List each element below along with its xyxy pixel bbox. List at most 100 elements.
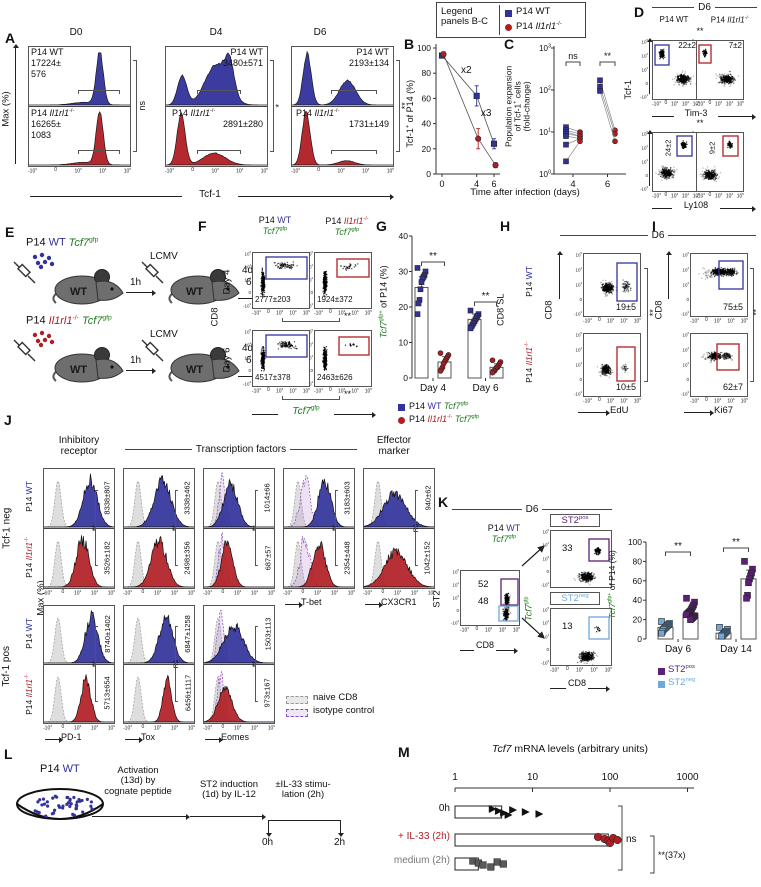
svg-text:6: 6 bbox=[605, 179, 610, 190]
mfi-value: 1014±66 bbox=[263, 482, 273, 513]
gate-value: 2463±626 bbox=[317, 373, 353, 382]
histogram-ko bbox=[292, 110, 393, 166]
row-label: Day 4 bbox=[221, 269, 233, 295]
flow-plot-st2neg bbox=[550, 608, 612, 666]
flow-plot-wt-tim3 bbox=[652, 40, 700, 100]
panel-i-label: I bbox=[652, 218, 656, 234]
legend-entry: ST2neg bbox=[668, 677, 696, 689]
sample-name: P14 Il1rl1-/- bbox=[172, 108, 216, 118]
mouse-icon bbox=[52, 268, 126, 308]
svg-text:100: 100 bbox=[418, 43, 431, 53]
gate-marker bbox=[78, 90, 120, 94]
sample-name: P14 Il1rl1-/- bbox=[296, 108, 340, 118]
step-label: Activation (13d) by cognate peptide bbox=[104, 765, 172, 797]
flow-dots bbox=[322, 258, 370, 297]
sig-bracket bbox=[415, 490, 418, 566]
x-ticks: -103 0 103 104 105 bbox=[28, 167, 131, 175]
x-axis-label: CX3CR1 bbox=[381, 597, 417, 607]
flow-dots bbox=[600, 262, 638, 302]
x-axis-label: Tox bbox=[141, 732, 156, 742]
svg-text:**: ** bbox=[429, 251, 437, 262]
x-ticks: -103 0 103 104 105 bbox=[291, 167, 394, 175]
row-label: 0h bbox=[438, 803, 450, 814]
divider bbox=[292, 106, 393, 107]
mfi-value: 17224± bbox=[31, 58, 61, 68]
sig-bracket bbox=[255, 626, 258, 702]
x-ticks: -103 0 103 104 105 bbox=[583, 317, 641, 325]
significance: ** bbox=[171, 524, 181, 532]
divider bbox=[166, 106, 267, 107]
ko-swatch bbox=[398, 417, 405, 424]
sig-bracket bbox=[175, 490, 178, 566]
x-ticks: -103 0 103 104 105 bbox=[252, 309, 310, 317]
y-axis-label: Tcf-1 bbox=[623, 80, 634, 100]
gate-name-box: ST2neg bbox=[550, 592, 600, 606]
day-header: D6 bbox=[560, 230, 756, 241]
x-ticks: -103 0 103 104 105 bbox=[203, 589, 275, 597]
gate-value: 4517±378 bbox=[255, 373, 291, 382]
histogram-pair-d0 bbox=[28, 46, 131, 167]
x-ticks: -103 0 103 104 105 bbox=[460, 626, 520, 634]
x-ticks: -103 0 103 104 105 bbox=[314, 387, 372, 395]
flow-dots bbox=[322, 336, 370, 371]
x-ticks: -103 0 103 104 105 bbox=[363, 589, 435, 597]
column-group-header: Effector marker bbox=[376, 435, 412, 457]
flow-plot-ko-tim3 bbox=[696, 40, 744, 100]
x-axis-label: Tcf7gfp bbox=[278, 405, 334, 419]
x-ticks: -103 0 103 104 105 bbox=[550, 666, 612, 674]
x-axis-arrow bbox=[578, 409, 610, 416]
virus-label: LCMV bbox=[150, 251, 178, 262]
day-title: D4 bbox=[209, 27, 223, 38]
x-ticks: -103 0 103 104 105 bbox=[690, 317, 748, 325]
histogram-ko bbox=[166, 111, 267, 166]
svg-text:40: 40 bbox=[422, 119, 432, 129]
svg-text:100: 100 bbox=[539, 170, 551, 180]
mfi-value: 3526±182 bbox=[103, 540, 113, 575]
line-chart-tcf1: 0 20 40 60 80 100 0 4 6 x2 x3 bbox=[418, 43, 500, 189]
svg-text:Day 4: Day 4 bbox=[420, 383, 447, 394]
y-axis-label: Max (%) bbox=[35, 580, 47, 616]
row-label: P14 WT bbox=[24, 617, 35, 649]
flow-plot-edu-ko bbox=[583, 333, 641, 397]
syringe-icon bbox=[12, 260, 38, 286]
group-label: Tcf-1 pos bbox=[1, 645, 13, 687]
x-ticks: -103 0 103 104 105 bbox=[123, 589, 195, 597]
legend-entry: P14 WT bbox=[516, 6, 551, 17]
sample-name: P14 Il1rl1-/- bbox=[31, 108, 75, 118]
significance: ** bbox=[344, 389, 352, 399]
y-axis-label: Max (%) bbox=[0, 91, 12, 127]
gate-marker bbox=[197, 90, 241, 94]
flow-plot-day4-ko bbox=[314, 252, 372, 309]
legend-entry: ST2pos bbox=[668, 664, 695, 676]
readout-time: 6d bbox=[246, 277, 257, 289]
svg-text:10: 10 bbox=[399, 338, 409, 348]
histogram-wt bbox=[292, 50, 393, 106]
row-label: medium (2h) bbox=[393, 855, 450, 866]
flow-dots bbox=[573, 538, 610, 586]
transfer-cells-label: P14 WT Tcf7gfp bbox=[26, 236, 99, 249]
gate-value: 22±2 bbox=[678, 41, 696, 50]
svg-text:0: 0 bbox=[439, 179, 444, 189]
split-line bbox=[268, 820, 340, 821]
column-group-header: Inhibitory receptor bbox=[58, 435, 100, 457]
panel-d-label: D bbox=[634, 4, 645, 20]
gate-value: 1924±372 bbox=[317, 295, 353, 304]
row-label: + IL-33 (2h) bbox=[398, 831, 450, 842]
sig-bracket bbox=[335, 490, 338, 566]
sample-name: P14 WT bbox=[31, 47, 64, 57]
day-title: D0 bbox=[69, 27, 83, 38]
flow-plot-day6-ko bbox=[314, 330, 372, 387]
panel-a-label: A bbox=[5, 30, 16, 46]
flow-dots bbox=[699, 135, 739, 183]
wt-swatch bbox=[398, 404, 405, 411]
x-ticks: -103 0 103 104 105 bbox=[583, 397, 641, 405]
column-group-header: Transcription factors bbox=[125, 444, 357, 455]
svg-text:20: 20 bbox=[399, 302, 409, 312]
panel-m-label: M bbox=[398, 744, 410, 760]
day-title: D6 bbox=[313, 27, 327, 38]
arrow-icon bbox=[92, 813, 190, 820]
flow-histogram-pair bbox=[363, 468, 435, 589]
